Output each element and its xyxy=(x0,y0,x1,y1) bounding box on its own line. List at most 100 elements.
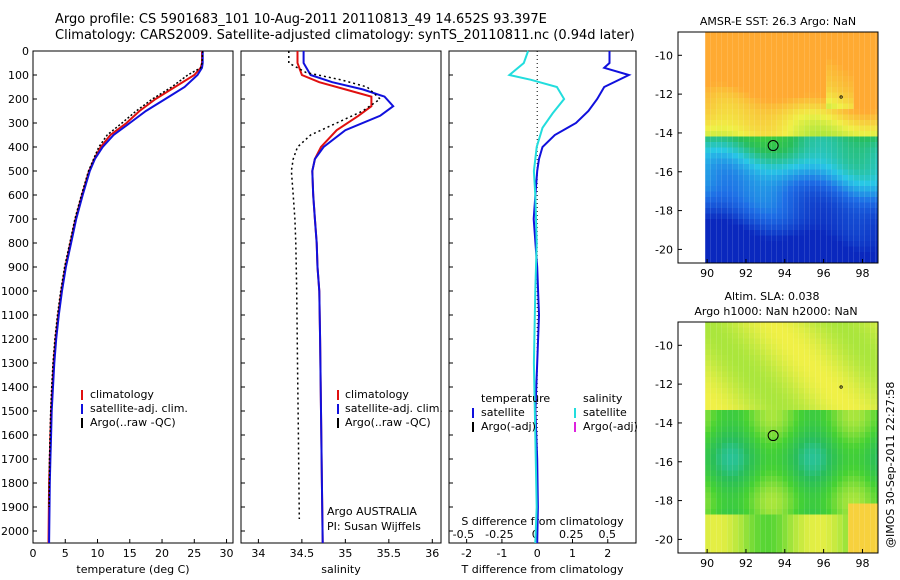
sst-map-cell xyxy=(760,219,766,225)
sst-map-cell xyxy=(727,92,733,98)
sst-map-cell xyxy=(732,213,739,219)
sst-map-cell xyxy=(864,109,871,115)
sst-map-cell xyxy=(875,48,878,54)
sst-map-cell xyxy=(815,241,821,247)
sst-map-cell xyxy=(754,235,761,241)
sst-map-cell xyxy=(875,81,878,87)
sla-map-cell xyxy=(732,371,739,377)
sla-map-cell xyxy=(787,366,794,372)
sla-map-cell xyxy=(793,525,799,531)
sla-map-cell xyxy=(721,415,728,421)
sla-map-cell xyxy=(760,547,766,553)
sla-map-cell xyxy=(831,525,838,531)
sst-map-cell xyxy=(853,202,860,208)
sla-map-cell xyxy=(842,344,849,350)
sst-map-cell xyxy=(721,109,728,115)
sst-map-cell xyxy=(831,136,838,142)
sla-map-cell xyxy=(831,322,838,328)
sst-map-cell xyxy=(842,92,849,98)
sla-map-cell xyxy=(815,366,821,372)
sla-map-cell xyxy=(749,531,755,537)
sla-map-cell xyxy=(776,547,783,553)
sla-map-cell xyxy=(743,382,750,388)
sst-map-cell xyxy=(837,81,843,87)
sst-map-cell xyxy=(782,43,788,49)
sst-map-cell xyxy=(859,125,865,131)
sst-map-cell xyxy=(749,158,755,164)
sst-map-cell xyxy=(721,153,728,159)
sst-map-cell xyxy=(842,252,849,258)
sst-map-cell xyxy=(754,32,761,38)
sla-map-cell xyxy=(804,443,810,449)
sla-map-cell xyxy=(848,327,854,333)
sla-map-cell xyxy=(716,542,722,548)
sla-map-cell xyxy=(782,366,788,372)
sst-map-cell xyxy=(848,120,854,126)
sst-map-cell xyxy=(760,164,766,170)
sla-map-cell xyxy=(738,327,744,333)
sst-map-cell xyxy=(826,208,832,214)
sla-map-cell xyxy=(815,536,821,542)
sst-map-cell xyxy=(771,65,777,71)
sla-map-cell xyxy=(754,421,761,427)
sla-map-cell xyxy=(738,322,744,328)
sla-map-cell xyxy=(721,382,728,388)
sst-map-cell xyxy=(732,136,739,142)
sla-map-cell xyxy=(776,531,783,537)
sst-map-cell xyxy=(815,43,821,49)
sst-map-cell xyxy=(848,87,854,93)
sst-map-cell xyxy=(804,219,810,225)
sst-map-cell xyxy=(875,37,878,43)
sla-map-cell xyxy=(837,481,843,487)
sla-map-cell xyxy=(743,415,750,421)
sla-map-cell xyxy=(875,322,878,328)
sst-map-cell xyxy=(765,109,772,115)
sla-map-cell xyxy=(798,355,805,361)
sst-map-cell xyxy=(776,87,783,93)
sst-map-cell xyxy=(760,246,766,252)
sla-map-cell xyxy=(721,498,728,504)
sst-map-cell xyxy=(837,120,843,126)
sst-map-cell xyxy=(848,136,854,142)
sst-map-cell xyxy=(842,109,849,115)
sst-map-cell xyxy=(809,169,816,175)
sla-map-cell xyxy=(749,514,755,520)
sst-map-cell xyxy=(760,87,766,93)
sst-map-cell xyxy=(776,246,783,252)
sst-map-cell xyxy=(870,252,876,258)
sla-map-cell xyxy=(848,531,854,537)
sla-map-cell xyxy=(809,393,816,399)
salinity-tick-label: 35 xyxy=(338,547,352,560)
sst-map-cell xyxy=(760,257,766,263)
sla-map-lon-tick-label: 94 xyxy=(778,557,792,570)
sst-map-cell xyxy=(853,65,860,71)
sst-map-cell xyxy=(787,169,794,175)
sla-map-cell xyxy=(820,454,827,460)
sla-map-cell xyxy=(760,366,766,372)
sla-map-cell xyxy=(804,503,810,509)
sst-map-cell xyxy=(716,70,722,76)
sla-map-cell xyxy=(727,503,733,509)
sla-map-cell xyxy=(859,514,865,520)
sla-map-cell xyxy=(727,344,733,350)
sst-map-lon-tick-label: 98 xyxy=(855,267,869,280)
sst-map-cell xyxy=(787,125,794,131)
sla-map-cell xyxy=(875,333,878,339)
sla-map-cell xyxy=(864,481,871,487)
sla-map-cell xyxy=(743,333,750,339)
sla-map-cell xyxy=(820,536,827,542)
sla-map-cell xyxy=(771,371,777,377)
sst-map-cell xyxy=(809,98,816,104)
sla-map-cell xyxy=(848,371,854,377)
sla-map-cell xyxy=(815,443,821,449)
sst-map-cell xyxy=(710,224,717,230)
sst-map-cell xyxy=(853,252,860,258)
sla-map-cell xyxy=(721,399,728,405)
sst-map-cell xyxy=(826,186,832,192)
sla-map-cell xyxy=(842,443,849,449)
sst-map-cell xyxy=(815,175,821,181)
sla-map-cell xyxy=(710,443,717,449)
tdiff-tick-label: 1 xyxy=(569,547,576,560)
sst-map-cell xyxy=(721,213,728,219)
sst-map-cell xyxy=(771,213,777,219)
